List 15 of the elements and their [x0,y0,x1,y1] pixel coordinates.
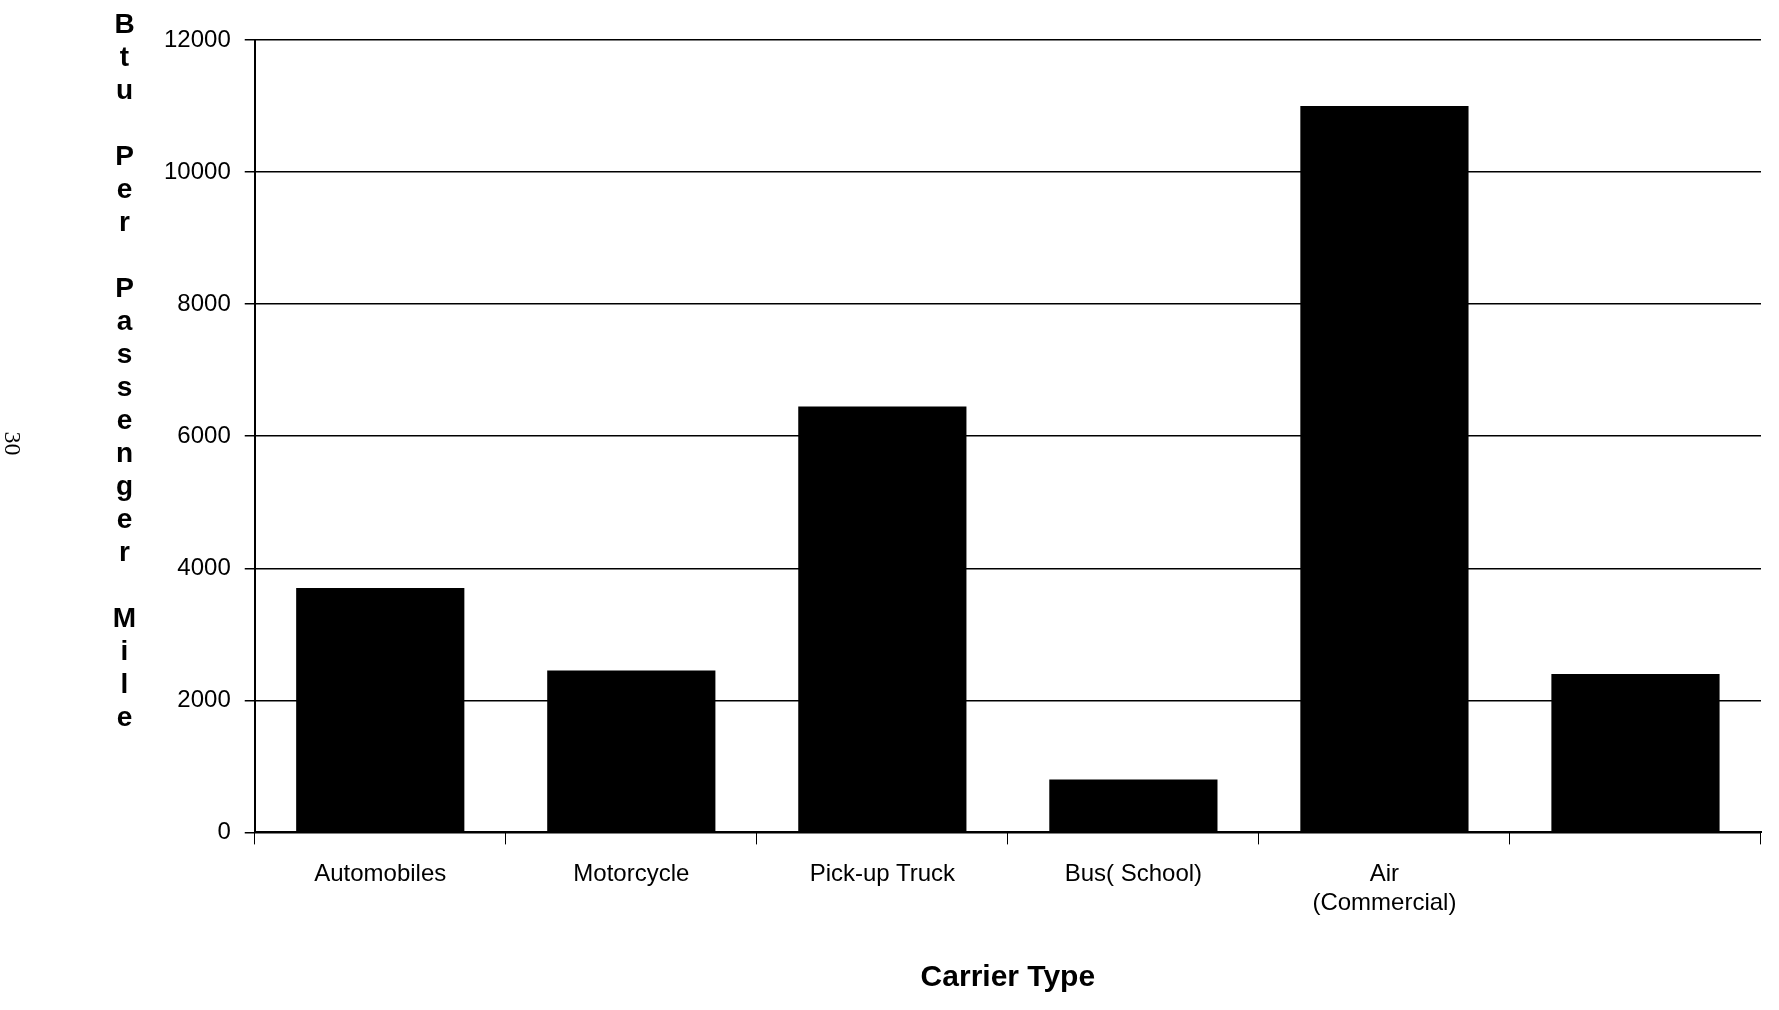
y-tick-label: 4000 [177,552,231,580]
y-tick-label: 8000 [177,288,231,316]
x-tick-label: Motorcycle [573,859,690,887]
y-tick-label: 10000 [163,156,231,184]
x-tick-label: Automobiles [314,859,447,887]
y-axis-title: Btu Per Passenger Mile [108,8,140,734]
y-tick-label: 0 [217,817,231,845]
x-axis-title: Carrier Type [920,959,1096,993]
y-tick-label: 2000 [177,684,231,712]
y-tick-label: 12000 [163,24,231,52]
x-tick-label: Pick-up Truck [809,859,957,887]
x-tick-label: Air (Commercial) [1312,859,1457,916]
x-tick-label: Bus( School) [1064,859,1203,887]
text: 30 [0,431,26,456]
y-tick-label: 6000 [177,420,231,448]
